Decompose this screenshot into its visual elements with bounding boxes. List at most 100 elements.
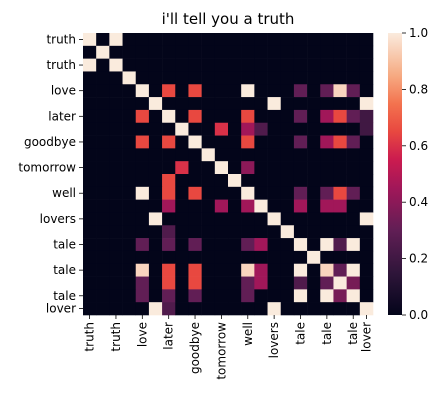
heatmap-cell — [254, 238, 268, 252]
heatmap-cell — [83, 276, 97, 290]
heatmap-cell — [359, 161, 374, 175]
heatmap-cell — [241, 302, 255, 316]
heatmap-cell — [241, 148, 255, 162]
heatmap-cell — [122, 186, 137, 200]
heatmap-cell — [162, 135, 176, 149]
heatmap-cell — [188, 45, 202, 59]
heatmap-cell — [307, 97, 321, 111]
heatmap-cell — [359, 212, 374, 226]
x-tick-label: truth — [83, 322, 97, 352]
heatmap-cell — [320, 45, 334, 59]
heatmap-cell — [214, 263, 229, 277]
heatmap-cell — [188, 122, 202, 136]
heatmap-cell — [333, 263, 347, 277]
heatmap-cell — [228, 212, 242, 226]
heatmap-cell — [241, 174, 255, 188]
heatmap-cell — [254, 84, 268, 98]
x-tick-label: tale — [346, 322, 360, 345]
heatmap-cell — [228, 276, 242, 290]
heatmap-cell — [175, 122, 189, 136]
heatmap-cell — [359, 276, 374, 290]
heatmap-cell — [307, 174, 321, 188]
heatmap-cell — [96, 84, 110, 98]
heatmap-cell — [135, 33, 150, 47]
heatmap-cell — [201, 186, 216, 200]
heatmap-cell — [254, 225, 268, 239]
heatmap-cell — [148, 186, 163, 200]
heatmap-cell — [162, 276, 176, 290]
heatmap-cell — [307, 263, 321, 277]
heatmap-cell — [214, 289, 229, 303]
heatmap-cell — [96, 212, 110, 226]
heatmap-cell — [293, 289, 308, 303]
heatmap-cell — [148, 33, 163, 47]
heatmap-cell — [96, 161, 110, 175]
heatmap-cell — [346, 109, 361, 124]
heatmap-cell — [148, 97, 163, 111]
heatmap-cell — [333, 71, 347, 85]
heatmap-cell — [241, 276, 255, 290]
heatmap-cell — [214, 212, 229, 226]
heatmap-cell — [135, 289, 150, 303]
heatmap-cell — [135, 84, 150, 98]
heatmap-cell — [162, 122, 176, 136]
heatmap-cell — [333, 199, 347, 213]
heatmap-cell — [307, 302, 321, 316]
heatmap-cell — [293, 45, 308, 59]
heatmap-cell — [201, 33, 216, 47]
heatmap-cell — [188, 302, 202, 316]
heatmap-cell — [148, 109, 163, 124]
heatmap-cell — [254, 186, 268, 200]
heatmap-cell — [228, 71, 242, 85]
heatmap-cell — [122, 97, 137, 111]
heatmap-cell — [148, 276, 163, 290]
heatmap-cell — [201, 289, 216, 303]
heatmap-cell — [162, 148, 176, 162]
heatmap-cell — [109, 289, 123, 303]
heatmap-cell — [122, 238, 137, 252]
heatmap-cell — [122, 161, 137, 175]
x-tick-label: tomorrow — [214, 322, 228, 380]
heatmap-cell — [162, 45, 176, 59]
heatmap-cell — [267, 84, 282, 98]
heatmap-cell — [254, 199, 268, 213]
heatmap-cell — [346, 225, 361, 239]
heatmap-cell — [175, 148, 189, 162]
heatmap-cell — [109, 161, 123, 175]
heatmap-cell — [293, 250, 308, 265]
heatmap-cell — [241, 225, 255, 239]
heatmap-cell — [148, 289, 163, 303]
heatmap-cell — [346, 71, 361, 85]
heatmap-cell — [122, 84, 137, 98]
heatmap-cell — [122, 225, 137, 239]
heatmap-cell — [122, 263, 137, 277]
heatmap-cell — [162, 58, 176, 72]
y-tick-label: lover — [46, 302, 76, 316]
heatmap-cell — [346, 148, 361, 162]
heatmap-cell — [135, 199, 150, 213]
heatmap-cell — [359, 302, 374, 316]
heatmap-cell — [267, 33, 282, 47]
heatmap-cell — [83, 225, 97, 239]
heatmap-cell — [83, 186, 97, 200]
heatmap-cell — [333, 212, 347, 226]
heatmap-cell — [307, 212, 321, 226]
y-tick-label: tale — [53, 238, 76, 252]
heatmap-cell — [254, 250, 268, 265]
heatmap-cell — [307, 289, 321, 303]
x-axis-ticks: truth truth love later goodbye tomorrow well lo… — [83, 315, 373, 380]
heatmap-cell — [333, 238, 347, 252]
heatmap-cell — [175, 289, 189, 303]
heatmap-cell — [254, 135, 268, 149]
heatmap-cell — [214, 238, 229, 252]
heatmap-cell — [333, 148, 347, 162]
heatmap-cell — [83, 84, 97, 98]
heatmap-cell — [228, 45, 242, 59]
heatmap-cell — [96, 276, 110, 290]
heatmap-cell — [96, 174, 110, 188]
heatmap-cell — [346, 161, 361, 175]
heatmap-cell — [293, 212, 308, 226]
heatmap-cell — [201, 58, 216, 72]
heatmap-cell — [109, 225, 123, 239]
heatmap-cell — [109, 148, 123, 162]
